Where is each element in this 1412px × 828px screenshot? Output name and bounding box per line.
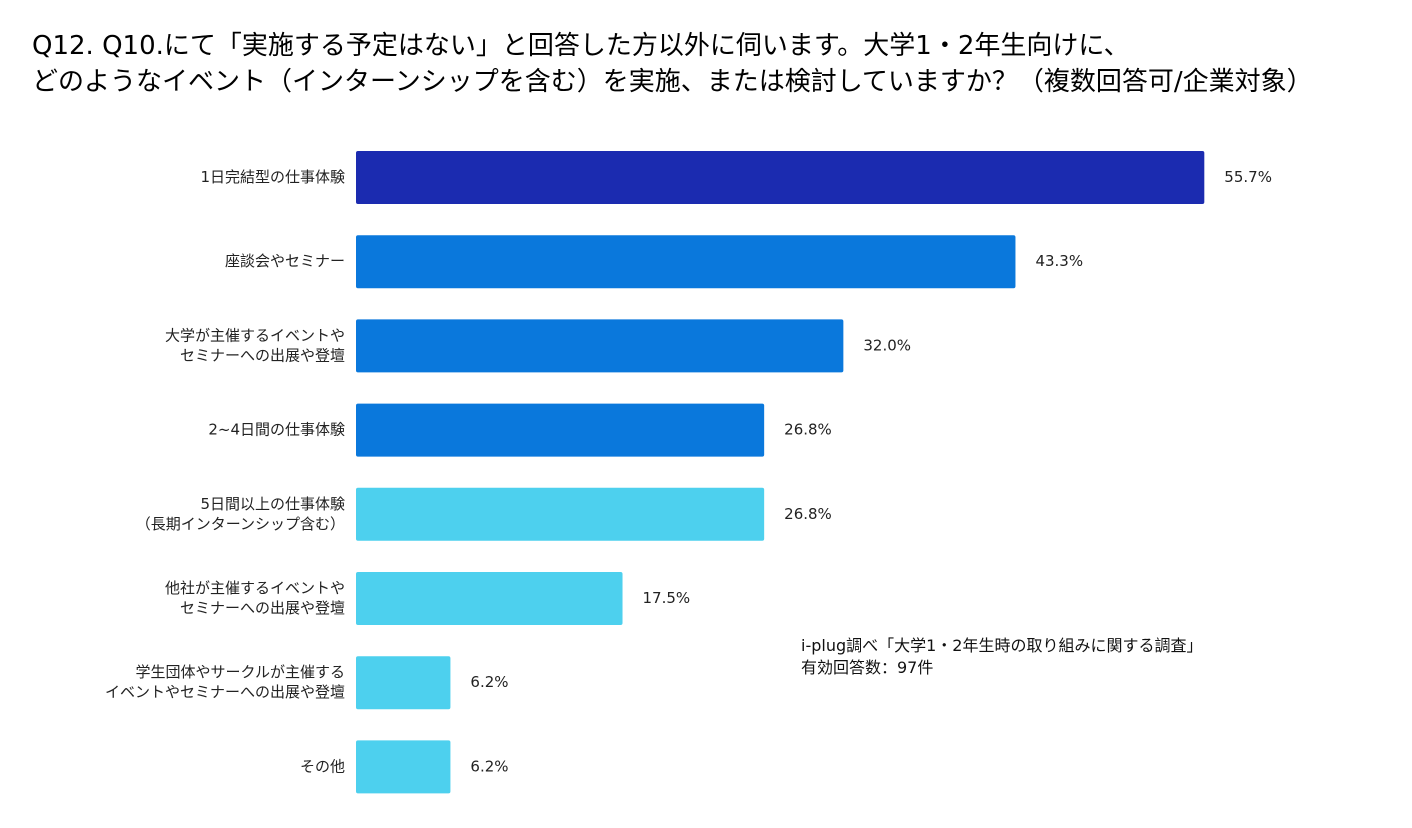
category-label-6-line-1: 他社が主催するイベントや <box>165 579 345 597</box>
value-label-7: 6.2% <box>470 673 508 691</box>
bar-4 <box>356 403 765 457</box>
value-label-3: 32.0% <box>863 336 911 354</box>
category-label-7-line-2: イベントやセミナーへの出展や登壇 <box>105 683 345 701</box>
category-label-5: 5日間以上の仕事体験 （長期インターンシップ含む） <box>136 495 345 533</box>
value-label-8: 6.2% <box>470 757 508 775</box>
bar-3 <box>356 319 844 373</box>
title-line-2: どのようなイベント（インターンシップを含む）を実施、または検討していますか？（複… <box>32 67 1313 97</box>
category-label-7-line-1: 学生団体やサークルが主催する <box>135 663 345 681</box>
bar-7 <box>356 656 451 710</box>
source-note: i-plug調べ「大学1・2年生時の取り組みに関する調査」 有効回答数：97件 <box>801 635 1202 679</box>
bar-8 <box>356 740 451 794</box>
category-label-8: その他 <box>300 757 345 775</box>
category-label-8-line-1: その他 <box>300 757 345 775</box>
source-note-line-1: i-plug調べ「大学1・2年生時の取り組みに関する調査」 <box>801 636 1203 655</box>
category-label-1: 1日完結型の仕事体験 <box>200 168 345 186</box>
bar-2 <box>356 235 1016 289</box>
value-label-5: 26.8% <box>784 505 832 523</box>
category-label-1-line-1: 1日完結型の仕事体験 <box>200 168 345 186</box>
value-label-1: 55.7% <box>1224 168 1272 186</box>
chart-title: Q12. Q10.にて「実施する予定はない」と回答した方以外に伺います。大学1・… <box>32 28 1392 100</box>
category-label-5-line-1: 5日間以上の仕事体験 <box>200 495 345 513</box>
category-label-7: 学生団体やサークルが主催するイベントやセミナーへの出展や登壇 <box>105 663 345 701</box>
bar-1 <box>356 151 1205 204</box>
title-line-1: Q12. Q10.にて「実施する予定はない」と回答した方以外に伺います。大学1・… <box>32 31 1130 61</box>
category-label-3: 大学が主催するイベントやセミナーへの出展や登壇 <box>165 326 345 364</box>
bar-5 <box>356 487 765 541</box>
category-label-4: 2~4日間の仕事体験 <box>208 421 345 439</box>
value-label-2: 43.3% <box>1035 252 1083 270</box>
category-label-2: 座談会やセミナー <box>225 252 345 270</box>
value-label-6: 17.5% <box>643 589 691 607</box>
category-label-6-line-2: セミナーへの出展や登壇 <box>180 599 345 617</box>
bar-6 <box>356 572 623 625</box>
category-label-5-line-2: （長期インターンシップ含む） <box>136 515 345 533</box>
category-label-2-line-1: 座談会やセミナー <box>225 252 345 270</box>
source-note-line-2: 有効回答数：97件 <box>801 658 934 677</box>
category-label-4-line-1: 2~4日間の仕事体験 <box>208 421 345 439</box>
category-label-3-line-2: セミナーへの出展や登壇 <box>180 346 345 364</box>
value-label-4: 26.8% <box>784 421 832 439</box>
category-label-3-line-1: 大学が主催するイベントや <box>165 326 345 344</box>
category-label-6: 他社が主催するイベントやセミナーへの出展や登壇 <box>165 579 345 617</box>
